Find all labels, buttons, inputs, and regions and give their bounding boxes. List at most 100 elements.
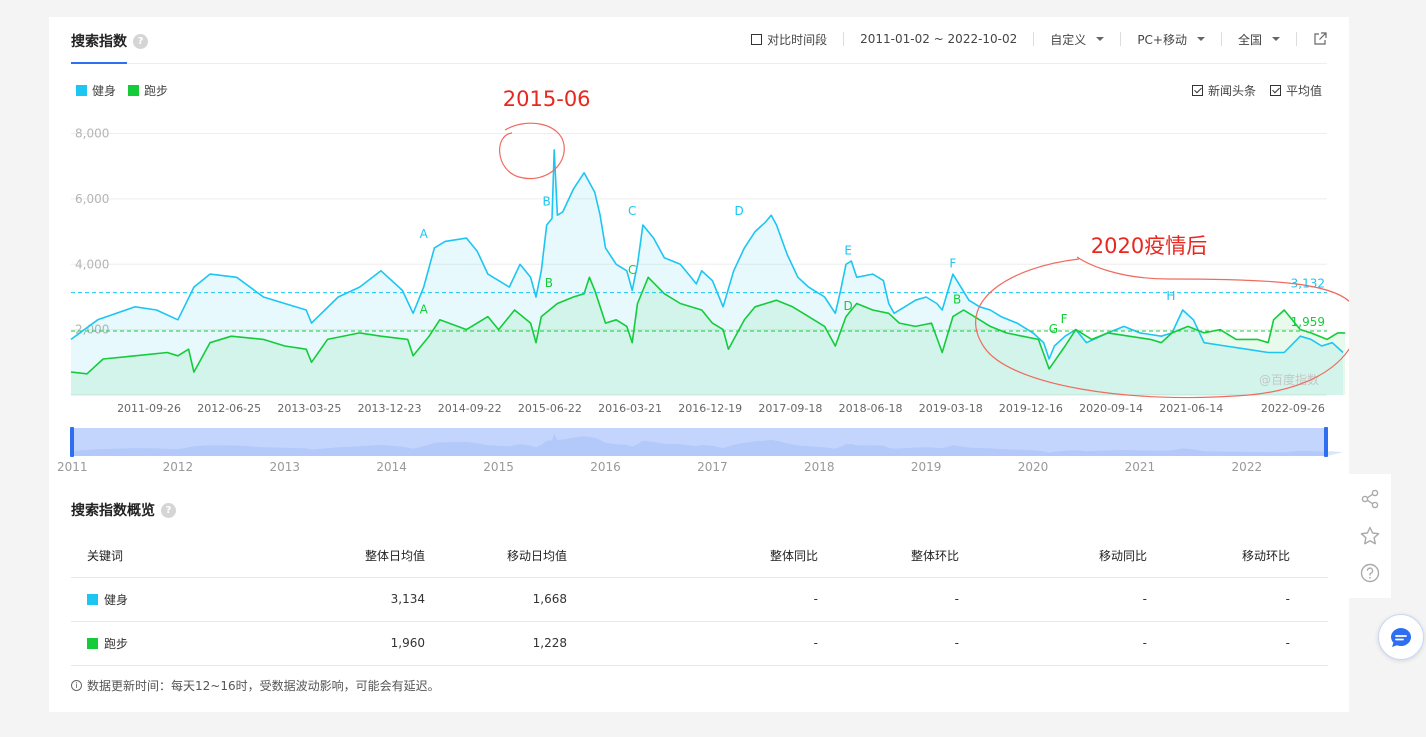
compare-period-toggle[interactable]: 对比时间段 — [735, 32, 845, 47]
slider-year-label: 2019 — [911, 460, 942, 474]
keyword-cell: 健身 — [71, 591, 271, 608]
slider-year-label: 2016 — [590, 460, 621, 474]
page-title: 搜索指数 ? — [71, 31, 148, 51]
annotation-2020: 2020疫情后 — [1091, 234, 1207, 258]
slider-year-label: 2018 — [804, 460, 835, 474]
update-note: i 数据更新时间：每天12~16时，受数据波动影响，可能会有延迟。 — [71, 677, 440, 694]
slider-year-label: 2021 — [1125, 460, 1156, 474]
x-tick-label: 2019-12-16 — [999, 402, 1063, 415]
overall-avg-cell: 3,134 — [271, 577, 425, 622]
chevron-down-icon — [1196, 37, 1205, 41]
chat-icon — [1391, 628, 1411, 647]
legend-item-running[interactable]: 跑步 — [128, 82, 168, 99]
x-tick-label: 2016-03-21 — [598, 402, 662, 415]
legend-swatch — [76, 85, 87, 96]
mobile-avg-cell: 1,668 — [425, 577, 567, 622]
x-tick-label: 2020-09-14 — [1079, 402, 1143, 415]
y-tick-label: 8,000 — [75, 127, 109, 141]
table-row: 健身 3,134 1,668 - - - - — [71, 577, 1328, 622]
event-marker: F — [1061, 312, 1068, 326]
overview-title: 搜索指数概览 ? — [71, 500, 176, 520]
slider-handle-left[interactable] — [70, 427, 74, 457]
help-icon[interactable]: ? — [133, 33, 148, 49]
average-label: 1,959 — [1291, 315, 1325, 329]
chevron-down-icon — [1272, 37, 1280, 41]
overall-mom-cell: - — [818, 621, 959, 666]
event-marker: B — [953, 292, 961, 306]
slider-year-label: 2014 — [376, 460, 407, 474]
event-marker: E — [844, 243, 852, 257]
event-marker: A — [420, 302, 429, 316]
series-area-1 — [71, 277, 1346, 395]
keyword-swatch — [87, 637, 98, 649]
info-icon: i — [71, 680, 82, 691]
y-tick-label: 4,000 — [75, 257, 109, 271]
series-line-0 — [70, 149, 1344, 360]
chat-button[interactable] — [1378, 614, 1424, 660]
mobile-mom-cell: - — [1147, 577, 1328, 622]
overall-mom-cell: - — [818, 577, 959, 622]
custom-range-select[interactable]: 自定义 — [1034, 32, 1122, 47]
legend-item-fitness[interactable]: 健身 — [76, 82, 116, 99]
series-area-0 — [71, 149, 1343, 395]
news-headline-toggle[interactable]: 新闻头条 — [1191, 82, 1256, 99]
slider-preview — [71, 434, 1343, 456]
annotation-ellipse-2020 — [975, 256, 1349, 399]
toolbar: 对比时间段 2011-01-02 ~ 2022-10-02 自定义 PC+移动 … — [735, 32, 1327, 47]
table-row: 跑步 1,960 1,228 - - - - — [71, 621, 1328, 666]
share-icon[interactable] — [1359, 488, 1381, 510]
x-tick-label: 2016-12-19 — [678, 402, 742, 415]
x-tick-label: 2013-03-25 — [277, 402, 341, 415]
col-overall-yoy: 整体同比 — [567, 534, 818, 578]
help-circle-icon[interactable] — [1359, 562, 1381, 584]
news-checkbox[interactable] — [1191, 85, 1203, 96]
slider-handle-right[interactable] — [1324, 427, 1328, 457]
region-select[interactable]: 全国 — [1222, 32, 1297, 47]
x-tick-label: 2019-03-18 — [919, 402, 983, 415]
title-underline — [71, 62, 127, 64]
y-tick-label: 2,000 — [75, 323, 109, 337]
slider-year-label: 2017 — [697, 460, 728, 474]
event-marker: C — [628, 204, 636, 218]
mobile-yoy-cell: - — [959, 577, 1147, 622]
col-keyword: 关键词 — [71, 534, 271, 578]
x-tick-label: 2021-06-14 — [1159, 402, 1223, 415]
slider-year-label: 2011 — [57, 460, 88, 474]
search-index-card: 搜索指数 ? 对比时间段 2011-01-02 ~ 2022-10-02 自定义… — [49, 17, 1349, 712]
average-checkbox[interactable] — [1269, 85, 1281, 96]
slider-year-label: 2015 — [483, 460, 514, 474]
average-toggle[interactable]: 平均值 — [1269, 82, 1322, 99]
keyword-swatch — [87, 593, 98, 605]
y-tick-label: 6,000 — [75, 192, 109, 206]
slider-year-label: 2020 — [1018, 460, 1049, 474]
col-overall-avg: 整体日均值 — [271, 534, 425, 578]
mobile-mom-cell: - — [1147, 621, 1328, 666]
export-button[interactable] — [1297, 32, 1327, 46]
event-marker: D — [843, 299, 852, 313]
overview-table: 关键词 整体日均值 移动日均值 整体同比 整体环比 移动同比 移动环比 健身 3… — [71, 534, 1328, 666]
annotation-2015: 2015-06 — [503, 87, 591, 111]
event-marker: G — [1049, 322, 1058, 336]
x-tick-label: 2015-06-22 — [518, 402, 582, 415]
chevron-down-icon — [1096, 37, 1105, 41]
x-tick-label: 2018-06-18 — [839, 402, 903, 415]
event-marker: A — [420, 227, 429, 241]
event-marker: B — [545, 276, 553, 290]
compare-checkbox[interactable] — [751, 33, 763, 45]
event-marker: B — [543, 194, 551, 208]
col-mobile-avg: 移动日均值 — [425, 534, 567, 578]
date-range-picker[interactable]: 2011-01-02 ~ 2022-10-02 — [844, 32, 1035, 46]
x-tick-label: 2013-12-23 — [358, 402, 422, 415]
legend-swatch — [128, 85, 140, 96]
mobile-yoy-cell: - — [959, 621, 1147, 666]
range-slider-track — [71, 428, 1327, 456]
help-icon[interactable]: ? — [161, 502, 176, 518]
device-select[interactable]: PC+移动 — [1121, 32, 1222, 47]
col-overall-mom: 整体环比 — [818, 534, 959, 578]
x-tick-label: 2011-09-26 — [117, 402, 181, 415]
star-icon[interactable] — [1359, 525, 1381, 547]
col-mobile-yoy: 移动同比 — [959, 534, 1147, 578]
slider-year-label: 2022 — [1232, 460, 1263, 474]
x-tick-label: 2017-09-18 — [758, 402, 822, 415]
annotation-circle-2015 — [499, 122, 565, 180]
